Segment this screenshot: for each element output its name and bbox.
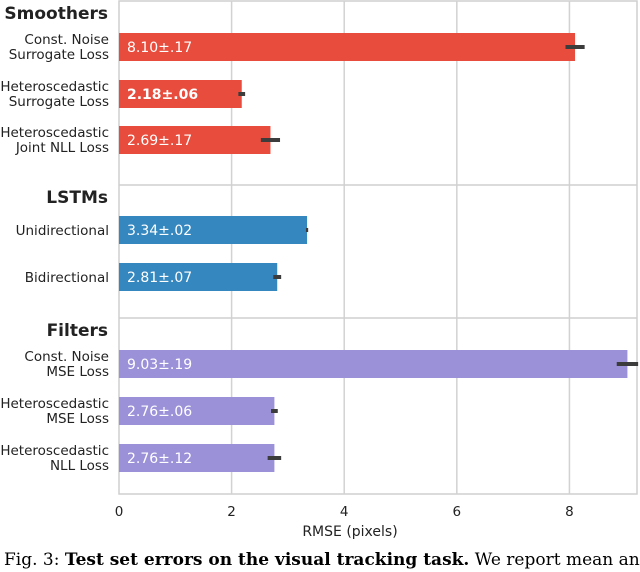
x-tick-label: 4 — [340, 504, 349, 520]
data-label: 3.34±.02 — [127, 223, 192, 239]
group-title: Smoothers — [4, 4, 108, 24]
category-label: Surrogate Loss — [9, 47, 109, 63]
category-label: Const. Noise — [24, 32, 109, 48]
figure-caption: Fig. 3: Test set errors on the visual tr… — [4, 550, 640, 570]
x-tick-label: 6 — [453, 504, 462, 520]
caption-bold: Test set errors on the visual tracking t… — [64, 550, 470, 570]
data-label: 2.69±.17 — [127, 133, 192, 149]
data-label: 2.81±.07 — [127, 270, 192, 286]
x-tick-label: 0 — [115, 504, 124, 520]
group-title: Filters — [47, 321, 108, 341]
category-label: Heteroscedastic — [0, 125, 109, 141]
bar — [119, 263, 278, 291]
data-label: 9.03±.19 — [127, 357, 192, 373]
bar — [119, 397, 275, 425]
category-label: Heteroscedastic — [0, 79, 109, 95]
category-label: Unidirectional — [16, 223, 109, 239]
x-axis-label: RMSE (pixels) — [302, 524, 397, 540]
data-label: 8.10±.17 — [127, 40, 192, 56]
caption-rest: We report mean and — [474, 550, 640, 570]
category-label: NLL Loss — [50, 458, 109, 474]
x-tick-label: 8 — [565, 504, 574, 520]
group-title: LSTMs — [46, 188, 108, 208]
data-label: 2.76±.12 — [127, 451, 192, 467]
category-label: Heteroscedastic — [0, 443, 109, 459]
bar — [119, 33, 576, 61]
bar — [119, 216, 308, 244]
category-label: Bidirectional — [25, 270, 109, 286]
category-label: Const. Noise — [24, 349, 109, 365]
data-label: 2.18±.06 — [127, 87, 198, 103]
category-label: Joint NLL Loss — [15, 140, 109, 156]
category-label: Surrogate Loss — [9, 94, 109, 110]
bar — [119, 80, 242, 108]
bar — [119, 126, 271, 154]
bar — [119, 444, 275, 472]
category-label: MSE Loss — [46, 364, 109, 380]
data-label: 2.76±.06 — [127, 404, 192, 420]
category-label: MSE Loss — [46, 411, 109, 427]
bar — [119, 350, 628, 378]
x-tick-label: 2 — [227, 504, 236, 520]
category-label: Heteroscedastic — [0, 396, 109, 412]
caption-prefix: Fig. 3: — [4, 550, 60, 570]
